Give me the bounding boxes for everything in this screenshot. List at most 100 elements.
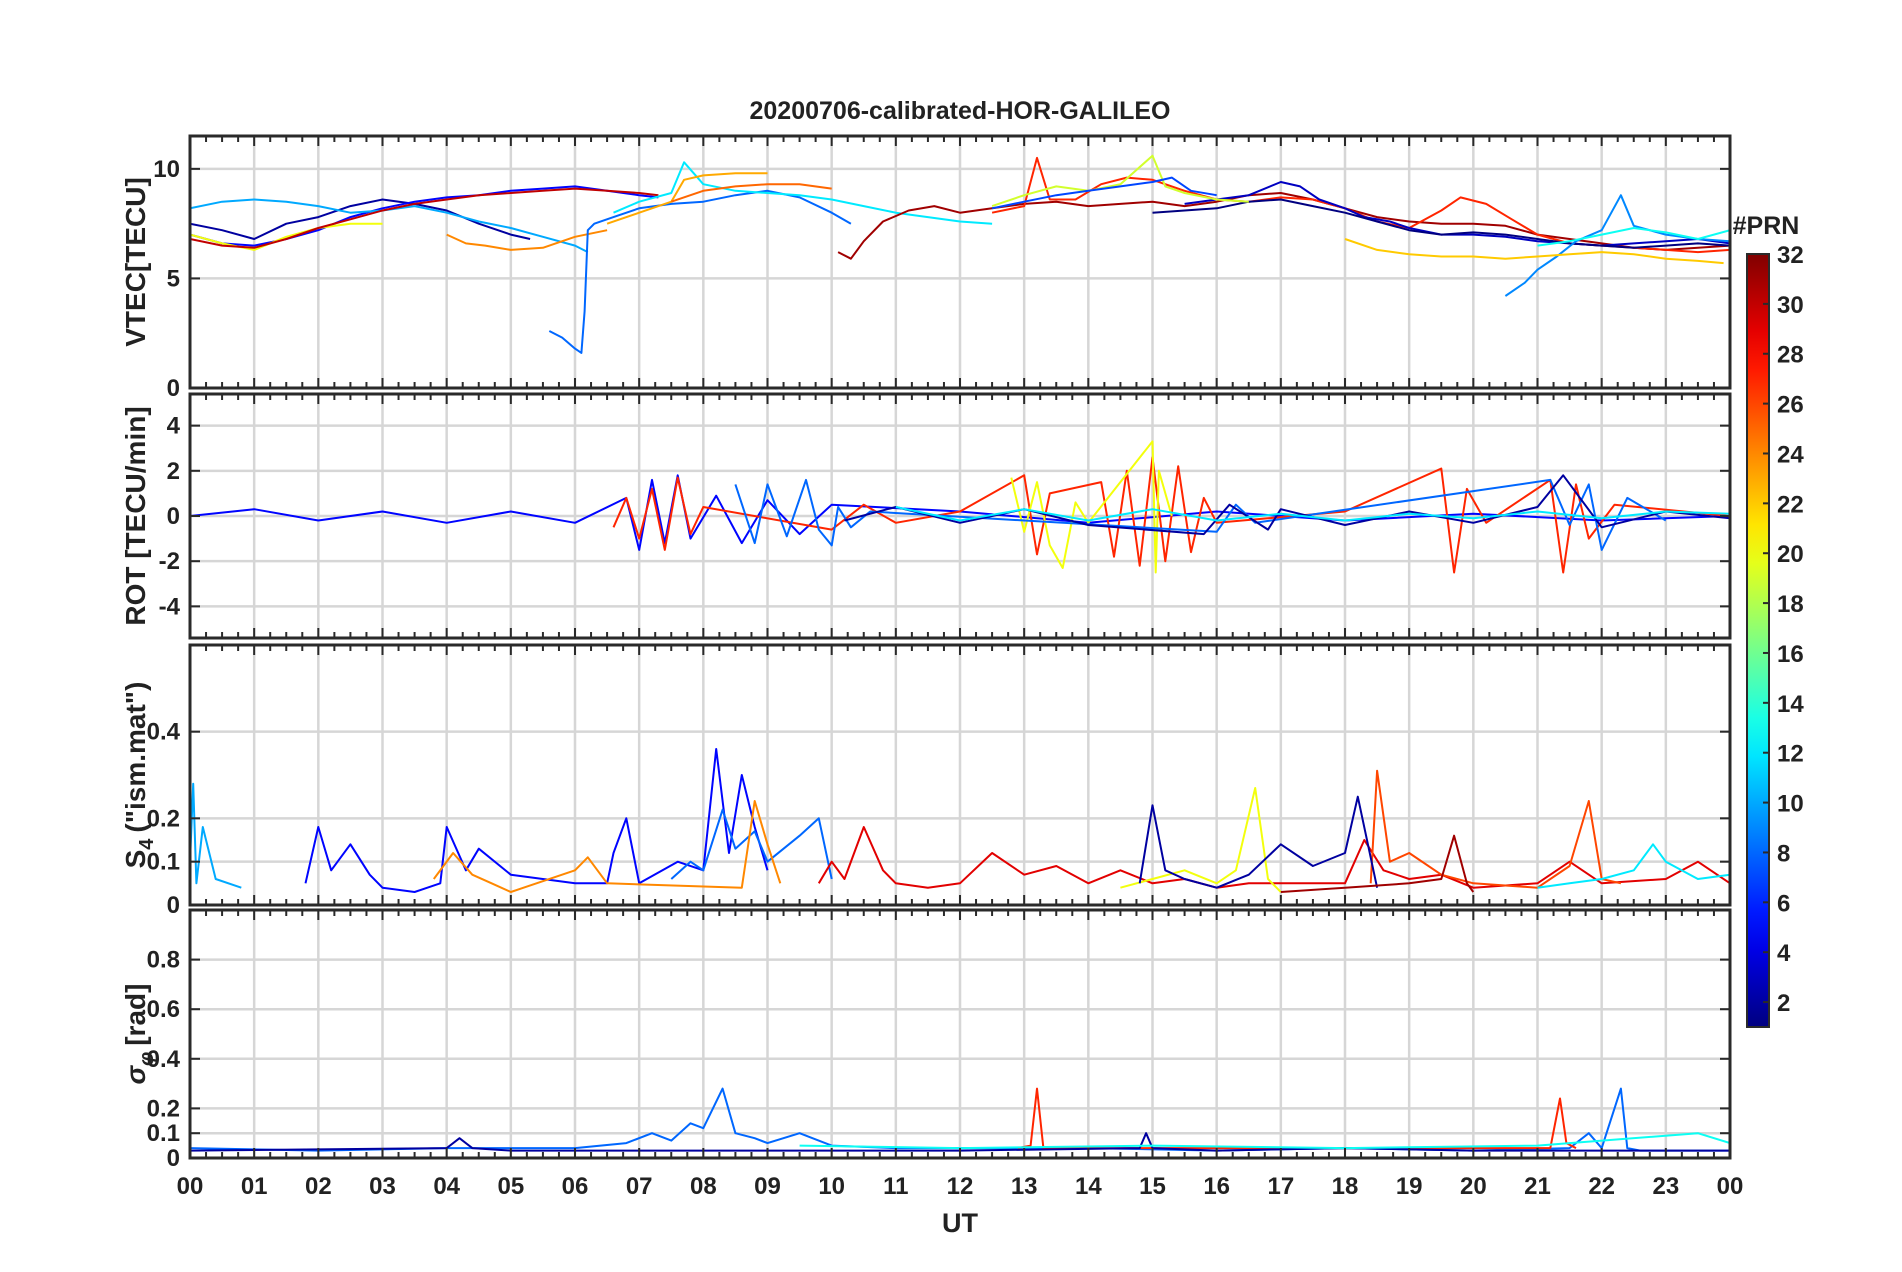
rot-series-prn-5 — [190, 474, 1730, 551]
sigma-y-tick-label: 0.2 — [147, 1095, 180, 1122]
s4-series-prn-24 — [432, 800, 782, 893]
sigma-y-tick-label: 0 — [167, 1145, 180, 1172]
panel-s4: 0 0.1 0.2 0.4S4("ism.mat") — [120, 643, 1732, 919]
colorbar-tick-label: 4 — [1777, 940, 1791, 967]
colorbar-tick-label: 12 — [1777, 741, 1804, 768]
x-tick-label: 11 — [883, 1173, 908, 1200]
colorbar-tick-label: 10 — [1777, 791, 1804, 818]
panel-rot: -4 -2 0 2 4 ROT [TECU/min] — [120, 392, 1732, 640]
s4-series-prn-29 — [817, 826, 1730, 889]
rot-y-axis-label: ROT [TECU/min] — [120, 406, 151, 625]
colorbar-tick-label: 32 — [1777, 242, 1804, 269]
vtec-series-prn-25 — [670, 183, 832, 203]
vtec-series-prn-9 — [1504, 194, 1730, 297]
vtec-traces — [190, 154, 1730, 354]
vtec-series-prn-19 — [991, 154, 1249, 208]
rot-y-tick-label: -4 — [159, 593, 181, 620]
sigma-y-tick-label: 0.6 — [147, 996, 180, 1023]
s4-y-tick-label: 0.1 — [147, 849, 180, 876]
colorbar-tick-label: 6 — [1777, 890, 1790, 917]
vtec-y-tick-label: 10 — [153, 156, 180, 183]
chart-title: 20200706-calibrated-HOR-GALILEO — [750, 97, 1171, 125]
colorbar-bar — [1746, 253, 1770, 1028]
x-tick-label: 15 — [1139, 1173, 1166, 1200]
colorbar-tick-label: 8 — [1777, 840, 1790, 867]
x-tick-label: 12 — [947, 1173, 974, 1200]
x-tick-label: 08 — [690, 1173, 717, 1200]
sigma-y-tick-label: 0.1 — [147, 1120, 180, 1147]
x-tick-label: 23 — [1652, 1173, 1679, 1200]
colorbar-tick-label: 16 — [1777, 641, 1804, 668]
x-tick-label: 17 — [1267, 1173, 1294, 1200]
rot-y-tick-label: -2 — [159, 548, 180, 575]
x-tick-label: 00 — [177, 1173, 204, 1200]
s4-y-axis-label: S4("ism.mat") — [120, 682, 158, 869]
x-tick-label: 05 — [497, 1173, 524, 1200]
vtec-series-prn-23 — [606, 172, 768, 225]
x-tick-label: 06 — [562, 1173, 589, 1200]
colorbar-tick-label: 22 — [1777, 491, 1804, 518]
colorbar-tick-label: 28 — [1777, 342, 1804, 369]
vtec-series-prn-31 — [837, 192, 1730, 260]
colorbar-tick-label: 2 — [1777, 990, 1790, 1017]
vtec-series-prn-10 — [190, 198, 589, 253]
colorbar-title: #PRN — [1733, 212, 1800, 240]
x-tick-label: 22 — [1588, 1173, 1615, 1200]
x-tick-label: 20 — [1460, 1173, 1487, 1200]
x-tick-label: 02 — [305, 1173, 332, 1200]
x-tick-label: 13 — [1011, 1173, 1038, 1200]
x-axis-label: UT — [942, 1208, 978, 1238]
x-tick-label: 09 — [754, 1173, 781, 1200]
x-tick-label: 10 — [818, 1173, 845, 1200]
x-tick-label: 18 — [1332, 1173, 1359, 1200]
vtec-y-axis-label: VTEC[TECU] — [120, 177, 151, 347]
panel-sigma: 00.10.2 0.4 0.6 0.8 σφ[rad] — [120, 908, 1732, 1172]
rot-series-prn-12 — [895, 506, 1730, 522]
s4-series-prn-5 — [304, 748, 769, 893]
rot-y-tick-label: 2 — [167, 458, 180, 485]
s4-y-tick-label: 0.4 — [147, 719, 181, 746]
s4-series-prn-26 — [1369, 769, 1622, 889]
colorbar-tick-label: 24 — [1777, 441, 1804, 468]
rot-y-tick-label: 0 — [167, 503, 180, 530]
vtec-series-prn-7 — [991, 176, 1217, 210]
colorbar-tick-label: 14 — [1777, 691, 1804, 718]
colorbar-tick-label: 26 — [1777, 392, 1804, 419]
x-tick-label: 01 — [241, 1173, 268, 1200]
sigma-y-tick-label: 0.8 — [147, 947, 180, 974]
s4-series-prn-31 — [1280, 834, 1475, 893]
s4-series-prn-10 — [190, 782, 242, 889]
x-tick-label: 00 — [1717, 1173, 1744, 1200]
vtec-series-prn-8 — [548, 189, 852, 354]
colorbar-tick-label: 30 — [1777, 292, 1804, 319]
x-tick-label: 07 — [626, 1173, 653, 1200]
s4-traces — [190, 748, 1730, 893]
rot-series-prn-8 — [734, 478, 1667, 551]
vtec-series-prn-30 — [190, 187, 659, 249]
vtec-series-prn-20 — [190, 222, 383, 251]
vtec-y-tick-label: 5 — [167, 265, 180, 292]
rot-traces — [190, 440, 1730, 574]
sigma-y-tick-label: 0.4 — [147, 1046, 181, 1073]
sigma-series-prn-27 — [1017, 1087, 1577, 1150]
rot-y-tick-label: 4 — [167, 413, 181, 440]
vtec-series-prn-2 — [190, 198, 531, 240]
x-tick-label: 14 — [1075, 1173, 1102, 1200]
vtec-series-prn-13 — [1537, 227, 1730, 247]
x-tick-label: 19 — [1396, 1173, 1423, 1200]
sigma-y-axis-label: σφ[rad] — [120, 984, 158, 1085]
s4-series-prn-12 — [1537, 843, 1730, 889]
colorbar-tick-label: 20 — [1777, 541, 1804, 568]
vtec-y-tick-label: 0 — [167, 375, 180, 402]
x-tick-label: 03 — [369, 1173, 396, 1200]
s4-series-prn-8 — [670, 808, 833, 880]
vtec-series-prn-22 — [1344, 238, 1724, 265]
s4-y-tick-label: 0.2 — [147, 805, 180, 832]
s4-series-prn-20 — [1120, 787, 1282, 893]
vtec-series-prn-3 — [1184, 181, 1730, 247]
vtec-series-prn-12 — [613, 161, 993, 225]
